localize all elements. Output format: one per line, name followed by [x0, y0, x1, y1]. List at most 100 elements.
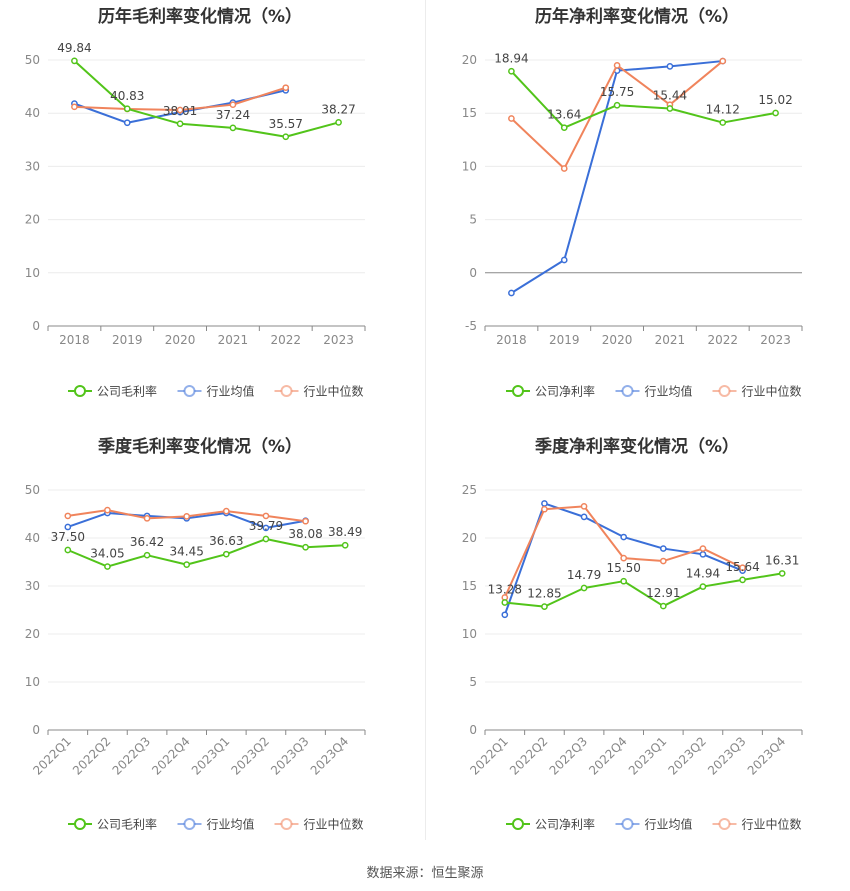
data-label: 14.12 — [706, 103, 740, 117]
x-tick-label: 2023Q2 — [228, 734, 272, 778]
x-tick-label: 2022Q4 — [149, 734, 193, 778]
annual-gross-margin-chart: 历年毛利率变化情况（%） 0 10 20 30 40 50 2018 2019 2020 2021 2… — [0, 0, 425, 430]
y-tick-label: 20 — [25, 213, 40, 227]
x-tick-label: 2018 — [59, 333, 90, 347]
data-point — [613, 101, 621, 109]
x-tick-label: 2022 — [270, 333, 301, 347]
data-label: 36.42 — [130, 535, 164, 549]
x-tick-label: 2023Q4 — [308, 734, 352, 778]
data-point — [508, 289, 515, 297]
data-point — [659, 557, 667, 565]
x-tick-label: 2021 — [218, 333, 249, 347]
data-label: 15.44 — [653, 89, 687, 103]
quarterly-net-margin-chart: 季度净利率变化情况（%） 0 5 10 15 20 25 2022Q1 2022Q2 2022Q3… — [425, 430, 850, 860]
chart-title: 历年毛利率变化情况（%） — [98, 6, 302, 27]
data-point — [104, 563, 111, 570]
data-source-note: 数据来源：恒生聚源 — [366, 866, 484, 881]
panel-divider — [425, 0, 426, 840]
x-tick-label: 2023 — [760, 333, 791, 347]
x-tick-label: 2023Q1 — [626, 734, 670, 778]
data-point — [262, 535, 270, 543]
data-point — [176, 106, 184, 114]
data-point — [183, 561, 191, 568]
y-tick-label: 0 — [469, 266, 477, 280]
data-label: 34.05 — [90, 547, 124, 561]
x-tick-label: 2023Q1 — [189, 734, 233, 778]
legend-item: 行业中位数 — [274, 384, 364, 399]
data-point — [580, 502, 588, 510]
chart-svg: 季度毛利率变化情况（%）010203040502022Q12022Q22022Q… — [25, 436, 366, 832]
data-point — [229, 124, 237, 132]
data-label: 15.75 — [600, 85, 634, 99]
y-tick-label: 20 — [462, 531, 477, 545]
chart-svg: 历年净利率变化情况（%） -5 0 5 10 15 20 2018 2019 2020 2021 20… — [462, 6, 803, 399]
y-tick-label: 10 — [462, 627, 477, 641]
annual-net-margin-chart: 历年净利率变化情况（%） -5 0 5 10 15 20 2018 2019 2020 2021 20… — [425, 0, 850, 430]
data-point — [302, 517, 309, 525]
x-tick-label: 2022Q2 — [507, 734, 551, 778]
data-label: 37.50 — [51, 530, 85, 544]
x-tick-label: 2020 — [165, 333, 196, 347]
data-point — [560, 124, 568, 132]
data-label: 18.94 — [494, 51, 528, 65]
data-point — [560, 165, 568, 172]
x-tick-label: 2022Q3 — [547, 734, 591, 778]
data-point — [541, 603, 548, 610]
data-point — [262, 524, 270, 532]
data-label: 15.50 — [607, 561, 641, 575]
data-point — [719, 119, 727, 126]
data-point — [123, 105, 131, 113]
legend-item: 行业均值 — [615, 384, 693, 399]
data-point — [335, 119, 342, 126]
data-label: 15.64 — [725, 560, 759, 574]
data-point — [176, 120, 184, 128]
data-point — [501, 599, 509, 606]
data-point — [580, 584, 588, 592]
series-line — [67, 538, 346, 568]
legend-label: 公司毛利率 — [97, 817, 157, 832]
data-point — [659, 602, 667, 610]
data-label: 35.57 — [269, 117, 303, 131]
x-tick-label: 2023 — [323, 333, 354, 347]
data-point — [222, 550, 230, 558]
y-tick-label: 10 — [25, 675, 40, 689]
data-label: 38.01 — [163, 104, 197, 118]
legend-label: 行业中位数 — [742, 817, 802, 832]
legend-label: 行业均值 — [207, 384, 255, 399]
data-point — [183, 513, 191, 520]
y-tick-label: 50 — [25, 53, 40, 67]
data-point — [282, 84, 290, 92]
data-point — [659, 545, 667, 552]
x-tick-label: 2019 — [549, 333, 580, 347]
y-tick-label: 50 — [25, 483, 40, 497]
legend-item: 公司净利率 — [506, 817, 595, 832]
data-point — [222, 507, 230, 515]
x-tick-label: 2022Q1 — [467, 734, 511, 778]
legend-label: 行业均值 — [645, 817, 693, 832]
x-tick-label: 2022Q1 — [30, 734, 74, 778]
data-label: 49.84 — [57, 41, 91, 55]
y-tick-label: 5 — [469, 213, 477, 227]
y-tick-label: 10 — [462, 159, 477, 173]
y-tick-label: 20 — [25, 627, 40, 641]
data-point — [123, 119, 131, 127]
data-point — [699, 583, 707, 590]
legend-item: 行业均值 — [177, 817, 255, 832]
data-label: 34.45 — [170, 545, 204, 559]
y-tick-label: 0 — [32, 319, 40, 333]
x-tick-label: 2022Q3 — [110, 734, 154, 778]
x-tick-label: 2022Q2 — [70, 734, 114, 778]
chart-svg: 季度净利率变化情况（%） 0 5 10 15 20 25 2022Q12022Q22022Q3… — [462, 436, 803, 832]
y-tick-label: 10 — [25, 266, 40, 280]
data-point — [739, 564, 746, 572]
y-tick-label: 40 — [25, 531, 40, 545]
data-point — [341, 541, 349, 549]
legend-marker — [280, 385, 293, 397]
data-point — [508, 115, 515, 122]
legend-item: 公司毛利率 — [68, 817, 157, 832]
data-label: 38.08 — [288, 527, 322, 541]
data-label: 13.64 — [547, 108, 581, 122]
legend-marker — [512, 818, 524, 830]
data-point — [143, 514, 151, 522]
x-tick-label: 2023Q4 — [745, 734, 789, 778]
